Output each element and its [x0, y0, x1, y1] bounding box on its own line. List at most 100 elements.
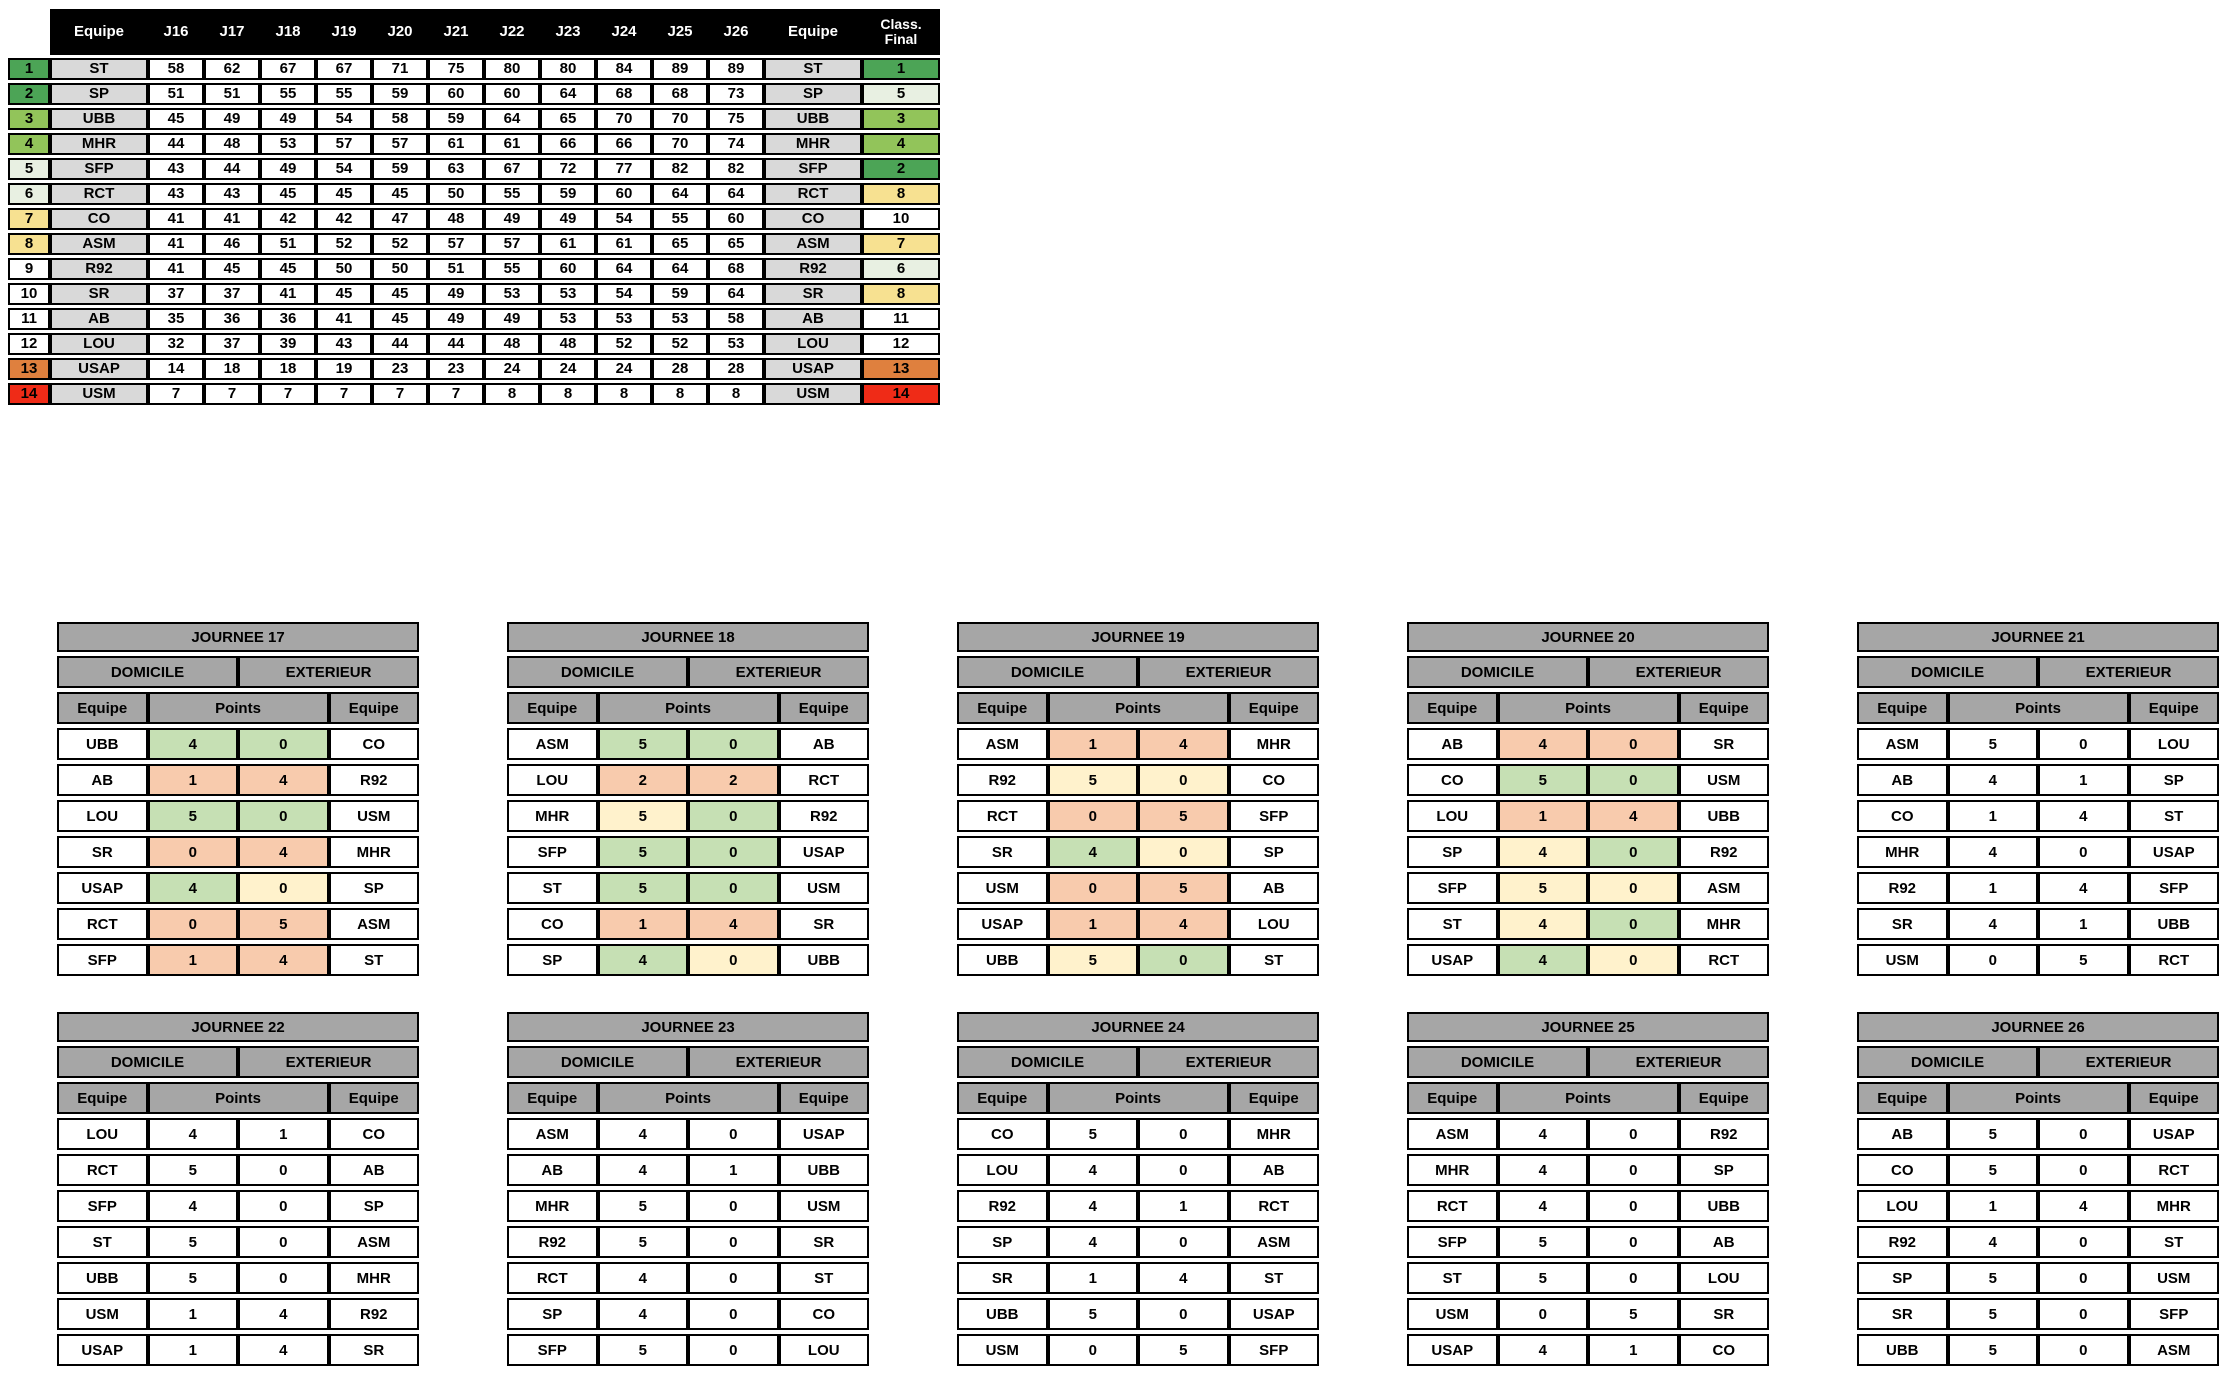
- home-points-cell: 4: [147, 872, 238, 904]
- equipe-away-header: Equipe: [778, 1082, 869, 1114]
- standings-row: 14 USM 7 7 7 7 7 7 8 8 8 8 8 USM 14: [8, 383, 940, 405]
- match-row: ASM 1 4 MHR: [957, 728, 1319, 760]
- standings-row: 10 SR 37 37 41 45 45 49 53 53 54 59 64 SR 8: [8, 283, 940, 305]
- points-cell: 45: [148, 108, 204, 130]
- away-points-cell: 0: [1588, 1226, 1679, 1258]
- points-cell: 80: [484, 58, 540, 80]
- match-row: ASM 5 0 AB: [507, 728, 869, 760]
- match-row: USM 0 5 SR: [1407, 1298, 1769, 1330]
- points-cell: 43: [316, 333, 372, 355]
- away-team-cell: RCT: [1228, 1190, 1319, 1222]
- points-cell: 55: [260, 83, 316, 105]
- away-team-cell: RCT: [2128, 944, 2219, 976]
- points-cell: 46: [204, 233, 260, 255]
- final-rank-cell: 8: [862, 183, 940, 205]
- home-team-cell: LOU: [57, 1118, 148, 1150]
- points-cell: 59: [372, 83, 428, 105]
- home-team-cell: R92: [1857, 1226, 1948, 1258]
- equipe-away-header: Equipe: [2128, 1082, 2219, 1114]
- away-team-cell: USM: [1678, 764, 1769, 796]
- away-team-cell: ASM: [1228, 1226, 1319, 1258]
- match-row: SFP 1 4 ST: [57, 944, 419, 976]
- points-cell: 82: [708, 158, 764, 180]
- equipe-home-header: Equipe: [507, 692, 598, 724]
- match-row: ASM 5 0 LOU: [1857, 728, 2219, 760]
- equipe-away-header: Equipe: [1678, 692, 1769, 724]
- rank-cell: 3: [8, 108, 50, 130]
- final-rank-cell: 11: [862, 308, 940, 330]
- away-points-cell: 0: [2038, 728, 2129, 760]
- points-cell: 53: [652, 308, 708, 330]
- team-cell: SR: [50, 283, 148, 305]
- points-cell: 57: [316, 133, 372, 155]
- points-cell: 28: [708, 358, 764, 380]
- home-points-cell: 5: [1947, 728, 2038, 760]
- standings-row: 11 AB 35 36 36 41 45 49 49 53 53 53 58 AB 11: [8, 308, 940, 330]
- match-row: USM 1 4 R92: [57, 1298, 419, 1330]
- points-cell: 8: [708, 383, 764, 405]
- points-cell: 63: [428, 158, 484, 180]
- team-cell: SFP: [50, 158, 148, 180]
- away-points-cell: 0: [1588, 872, 1679, 904]
- match-row: CO 5 0 MHR: [957, 1118, 1319, 1150]
- points-cell: 24: [484, 358, 540, 380]
- away-points-cell: 4: [1588, 800, 1679, 832]
- home-team-cell: ST: [1407, 908, 1498, 940]
- points-cell: 66: [596, 133, 652, 155]
- home-points-cell: 4: [1497, 1190, 1588, 1222]
- away-team-cell: RCT: [2128, 1154, 2219, 1186]
- points-cell: 51: [428, 258, 484, 280]
- match-row: MHR 5 0 R92: [507, 800, 869, 832]
- points-cell: 64: [708, 183, 764, 205]
- match-row: R92 4 1 RCT: [957, 1190, 1319, 1222]
- exterieur-header: EXTERIEUR: [1138, 656, 1319, 688]
- home-points-cell: 5: [147, 1226, 238, 1258]
- points-cell: 41: [316, 308, 372, 330]
- points-cell: 45: [260, 183, 316, 205]
- final-rank-cell: 3: [862, 108, 940, 130]
- journee-title: JOURNEE 22: [57, 1012, 419, 1042]
- points-cell: 45: [316, 283, 372, 305]
- home-points-cell: 5: [1947, 1118, 2038, 1150]
- points-cell: 42: [260, 208, 316, 230]
- home-team-cell: CO: [1857, 1154, 1948, 1186]
- journee-title-row: JOURNEE 20: [1407, 622, 1769, 652]
- equipe-home-header: Equipe: [1407, 1082, 1498, 1114]
- points-cell: 49: [484, 308, 540, 330]
- away-team-cell: UBB: [1678, 800, 1769, 832]
- points-cell: 7: [372, 383, 428, 405]
- home-points-cell: 4: [1947, 764, 2038, 796]
- away-points-cell: 4: [1138, 908, 1229, 940]
- points-cell: 8: [484, 383, 540, 405]
- domicile-header: DOMICILE: [1857, 656, 2038, 688]
- points-cell: 36: [204, 308, 260, 330]
- away-points-cell: 0: [688, 1226, 779, 1258]
- match-row: USAP 4 1 CO: [1407, 1334, 1769, 1366]
- standings-header-round: J21: [428, 9, 484, 55]
- journee-table: JOURNEE 19 DOMICILE EXTERIEUR Equipe Points E…: [957, 618, 1319, 980]
- rank-cell: 9: [8, 258, 50, 280]
- home-points-cell: 4: [597, 1154, 688, 1186]
- points-cell: 53: [484, 283, 540, 305]
- away-points-cell: 0: [688, 728, 779, 760]
- points-cell: 68: [596, 83, 652, 105]
- journee-table: JOURNEE 21 DOMICILE EXTERIEUR Equipe Points E…: [1857, 618, 2219, 980]
- journee-title-row: JOURNEE 23: [507, 1012, 869, 1042]
- standings-header-round: J19: [316, 9, 372, 55]
- away-team-cell: USAP: [2128, 836, 2219, 868]
- away-points-cell: 0: [1588, 728, 1679, 760]
- home-points-cell: 0: [1497, 1298, 1588, 1330]
- home-points-cell: 1: [1947, 800, 2038, 832]
- team-cell-right: ASM: [764, 233, 862, 255]
- points-cell: 61: [596, 233, 652, 255]
- standings-row: 1 ST 58 62 67 67 71 75 80 80 84 89 89 ST 1: [8, 58, 940, 80]
- points-cell: 45: [372, 183, 428, 205]
- points-cell: 50: [316, 258, 372, 280]
- match-row: SFP 5 0 ASM: [1407, 872, 1769, 904]
- points-cell: 52: [372, 233, 428, 255]
- away-points-cell: 0: [688, 1190, 779, 1222]
- away-points-cell: 5: [238, 908, 329, 940]
- match-row: UBB 4 0 CO: [57, 728, 419, 760]
- match-row: UBB 5 0 ST: [957, 944, 1319, 976]
- team-cell-right: RCT: [764, 183, 862, 205]
